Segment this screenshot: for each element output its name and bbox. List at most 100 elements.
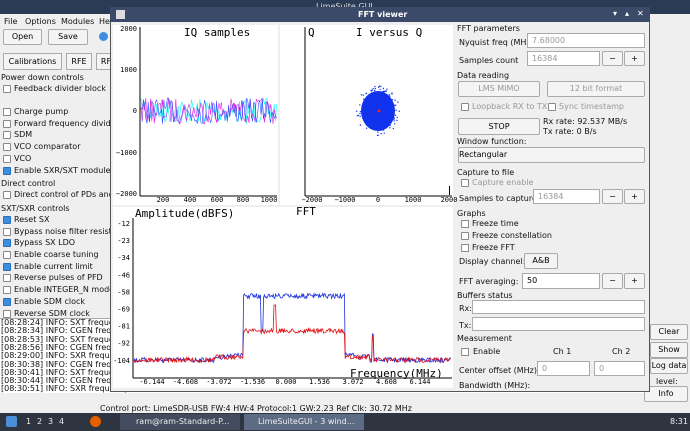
input[interactable]: 50 (522, 273, 600, 289)
x-tick-label: 400 (184, 196, 197, 204)
checkbox[interactable] (3, 227, 11, 236)
dropdown[interactable]: Info (644, 386, 688, 402)
dropdown[interactable]: LMS MIMO (458, 81, 540, 97)
checkbox[interactable] (461, 179, 469, 187)
button[interactable]: Log data (650, 358, 688, 374)
checkbox[interactable] (3, 286, 11, 295)
checkbox[interactable] (3, 262, 11, 271)
task[interactable] (244, 414, 364, 430)
button[interactable]: Open (3, 29, 42, 45)
checkbox-label: Charge pump (14, 107, 69, 116)
x-tick-label: 1000 (405, 196, 422, 204)
label: Samples to capture: (459, 194, 540, 203)
log-line: [08:29:00] INFO: SXR frequency (1, 351, 129, 361)
minus[interactable]: − (602, 189, 623, 204)
button[interactable]: Clear (650, 324, 688, 340)
tab[interactable]: Calibrations (3, 53, 62, 70)
section-heading: SXT/SXR controls (1, 203, 70, 213)
plus[interactable]: + (624, 189, 645, 204)
checkbox-label: VCO (14, 153, 32, 163)
y-tick-label: -12 (117, 220, 130, 228)
checkbox[interactable] (3, 191, 11, 200)
constellation-point (396, 119, 398, 122)
checkbox[interactable] (3, 309, 11, 318)
checkbox[interactable] (461, 232, 469, 240)
checkbox[interactable] (461, 220, 469, 228)
constellation-point (373, 89, 376, 92)
button[interactable]: Save (48, 29, 88, 45)
window-control[interactable]: ▾ (613, 9, 618, 18)
constellation-point (380, 132, 382, 135)
constellation-point (376, 134, 379, 137)
plus[interactable]: + (624, 273, 645, 289)
checkbox[interactable] (3, 119, 11, 128)
constellation-point (356, 115, 359, 117)
task[interactable] (120, 414, 240, 430)
x-tick-label: -4.608 (173, 378, 198, 386)
group-label: Graphs (457, 209, 486, 218)
progress (472, 317, 645, 331)
checkbox[interactable] (3, 154, 11, 163)
checkbox[interactable] (3, 251, 11, 259)
progress (472, 300, 645, 314)
x-tick-label: 200 (157, 196, 170, 204)
window-control[interactable]: ▴ (625, 9, 630, 18)
window-control[interactable]: ✕ (637, 9, 644, 18)
constellation-point (395, 109, 397, 111)
checkbox[interactable] (3, 274, 11, 283)
checkbox[interactable] (461, 244, 469, 252)
checkbox-label: Reverse pulses of PFD (14, 273, 103, 283)
y-tick-label: 2000 (120, 25, 137, 33)
clock: 8:31 (670, 417, 688, 426)
input[interactable]: 7.68000 (527, 33, 645, 48)
plus[interactable]: + (624, 51, 645, 66)
dropdown[interactable]: A&B (524, 253, 558, 269)
group-label: FFT parameters (457, 24, 520, 33)
checkbox[interactable] (548, 103, 556, 111)
x-tick-label: 600 (211, 196, 224, 204)
checkbox[interactable] (3, 131, 11, 140)
checkbox[interactable] (3, 239, 11, 248)
task-label: ram@ram-Standard-P... (136, 417, 230, 426)
checkbox-label: Direct control of PDs and E (14, 190, 122, 200)
x-tick-label: 6.144 (409, 378, 430, 386)
checkbox[interactable] (3, 108, 11, 116)
constellation-point (365, 127, 368, 129)
constellation-point (397, 101, 399, 103)
input[interactable]: 16384 (527, 51, 600, 66)
checkbox[interactable] (3, 85, 11, 93)
dropdown[interactable]: 12 bit format (547, 81, 645, 97)
radio[interactable] (99, 32, 108, 41)
group-label: Capture to file (457, 168, 515, 177)
checkbox[interactable] (461, 103, 469, 111)
checkbox[interactable] (3, 166, 11, 175)
minus[interactable]: − (602, 273, 623, 289)
constellation-point (389, 127, 391, 129)
constellation-point (359, 111, 362, 113)
plot-title: FFT (296, 205, 316, 218)
log-line: [08:28:34] INFO: CGEN frequency (1, 326, 136, 336)
constellation-point (374, 86, 376, 88)
constellation-point (360, 94, 363, 96)
tab[interactable]: RFE (66, 53, 92, 70)
checkbox[interactable] (461, 348, 469, 356)
input[interactable]: 0 (594, 361, 645, 376)
minus[interactable]: − (602, 51, 623, 66)
y-tick-label: −1000 (116, 149, 137, 157)
constellation-point (359, 124, 362, 126)
button[interactable]: STOP (458, 118, 540, 135)
input[interactable]: 0 (537, 361, 590, 376)
label: Samples count (459, 56, 519, 65)
input[interactable]: 16384 (533, 189, 600, 204)
checkbox[interactable] (3, 215, 11, 224)
constellation-point (382, 91, 384, 93)
y-tick-label: -81 (117, 323, 130, 331)
checkbox-label: Capture enable (472, 178, 534, 187)
checkbox[interactable] (3, 143, 11, 152)
task-label: LimeSuiteGUI - 3 wind... (258, 417, 355, 426)
workspace: 4 (59, 417, 65, 426)
checkbox[interactable] (3, 297, 11, 306)
dropdown[interactable]: Rectangular (458, 147, 645, 163)
checkbox-label: Bypass SX LDO (14, 238, 76, 248)
